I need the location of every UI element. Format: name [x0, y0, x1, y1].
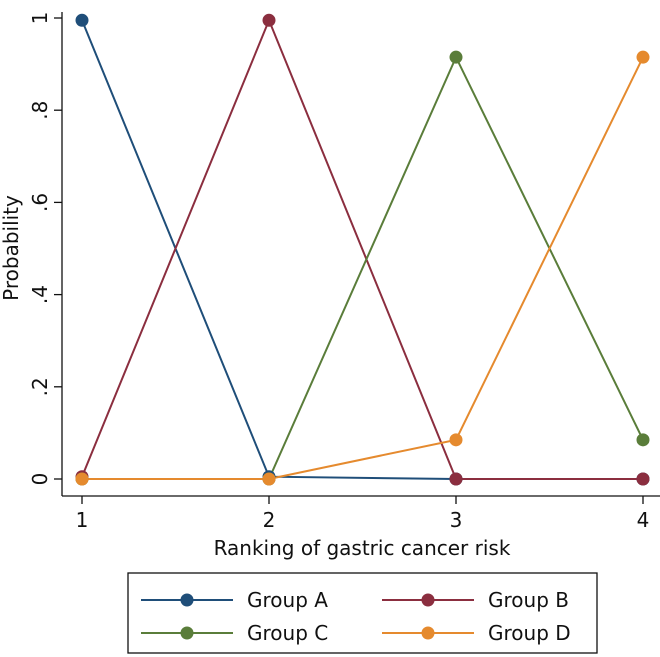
data-point-group-d	[636, 50, 650, 64]
data-point-group-d	[75, 472, 89, 486]
series-line-group-b	[81, 17, 643, 480]
data-point-group-c	[636, 433, 650, 447]
legend-label-group-a: Group A	[247, 588, 328, 612]
y-tick-label: 1	[28, 12, 52, 25]
data-point-group-b	[636, 472, 650, 486]
legend-marker-group-c	[180, 626, 194, 640]
data-point-group-b	[262, 13, 276, 27]
x-tick-label: 2	[263, 508, 276, 532]
legend-label-group-d: Group D	[488, 621, 571, 645]
data-point-group-b	[449, 472, 463, 486]
legend-marker-group-d	[421, 626, 435, 640]
y-tick-label: .8	[28, 101, 52, 120]
y-tick-label: .4	[28, 285, 52, 304]
axes	[61, 12, 660, 497]
y-tick-label: .2	[28, 377, 52, 396]
y-tick-label: .6	[28, 193, 52, 212]
data-point-group-d	[262, 472, 276, 486]
y-tick-label: 0	[28, 473, 52, 486]
legend-label-group-b: Group B	[488, 588, 569, 612]
series-line-group-c	[82, 54, 644, 480]
data-point-group-a	[75, 13, 89, 27]
y-ticks: 0 .2 .4 .6 .8 1	[28, 12, 62, 486]
legend-label-group-c: Group C	[247, 621, 328, 645]
x-ticks: 1 2 3 4	[76, 496, 650, 532]
legend: Group A Group B Group C Group D	[127, 572, 598, 654]
series-lines	[81, 17, 644, 480]
data-point-group-d	[449, 433, 463, 447]
x-axis-title: Ranking of gastric cancer risk	[214, 536, 511, 560]
legend-marker-group-b	[421, 593, 435, 607]
x-tick-label: 4	[637, 508, 650, 532]
x-tick-label: 3	[450, 508, 463, 532]
data-point-group-c	[449, 50, 463, 64]
y-axis-title: Probability	[0, 195, 23, 301]
x-tick-label: 1	[76, 508, 89, 532]
series-points	[75, 13, 650, 486]
legend-marker-group-a	[180, 593, 194, 607]
legend-box	[127, 572, 598, 654]
series-line-group-d	[82, 56, 644, 480]
